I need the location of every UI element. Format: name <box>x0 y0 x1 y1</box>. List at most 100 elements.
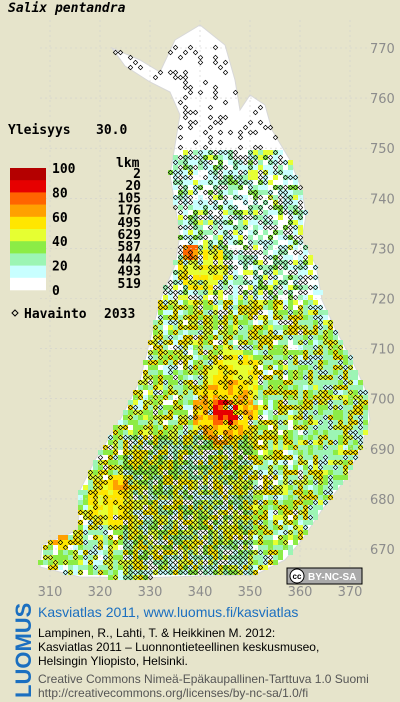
grid-cell <box>263 315 268 320</box>
observation-marker <box>282 319 289 326</box>
grid-cell <box>83 500 88 505</box>
grid-cell <box>278 380 283 385</box>
grid-cell <box>293 405 298 410</box>
grid-cell <box>163 465 168 470</box>
grid-cell <box>243 210 248 215</box>
observation-marker <box>207 539 214 546</box>
grid-cell <box>153 460 158 465</box>
grid-cell <box>308 475 313 480</box>
grid-cell <box>213 400 218 405</box>
observation-marker <box>212 444 219 451</box>
grid-cell <box>318 390 323 395</box>
observation-marker <box>212 184 219 191</box>
observation-marker <box>222 534 229 541</box>
grid-cell <box>308 400 313 405</box>
observation-marker <box>222 194 229 201</box>
observation-marker <box>232 439 239 446</box>
grid-cell <box>348 390 353 395</box>
grid-cell <box>133 575 138 580</box>
grid-cell <box>173 360 178 365</box>
grid-cell <box>183 335 188 340</box>
observation-marker <box>212 334 219 341</box>
observation-marker <box>197 459 204 466</box>
grid-cell <box>198 315 203 320</box>
grid-cell <box>338 400 343 405</box>
grid-cell <box>208 180 213 185</box>
observation-marker <box>82 509 89 516</box>
observation-marker <box>167 384 174 391</box>
grid-cell <box>258 520 263 525</box>
grid-cell <box>128 460 133 465</box>
grid-cell <box>143 395 148 400</box>
observation-marker <box>292 374 299 381</box>
grid-cell <box>253 430 258 435</box>
grid-cell <box>148 360 153 365</box>
observation-marker <box>167 544 174 551</box>
grid-cell <box>258 555 263 560</box>
grid-cell <box>188 240 193 245</box>
grid-cell <box>163 415 168 420</box>
grid-cell <box>153 345 158 350</box>
observation-marker <box>142 524 149 531</box>
grid-cell <box>183 285 188 290</box>
grid-cell <box>183 300 188 305</box>
grid-cell <box>248 395 253 400</box>
grid-cell <box>248 325 253 330</box>
observation-marker <box>287 214 294 221</box>
observation-marker <box>257 304 264 311</box>
grid-cell <box>213 450 218 455</box>
observation-marker <box>122 484 129 491</box>
grid-cell <box>268 305 273 310</box>
observation-marker <box>182 564 189 571</box>
grid-cell <box>118 510 123 515</box>
grid-cell <box>343 380 348 385</box>
grid-cell <box>333 425 338 430</box>
grid-cell <box>108 450 113 455</box>
observation-marker <box>122 549 129 556</box>
grid-cell <box>328 410 333 415</box>
grid-cell <box>128 570 133 575</box>
observation-marker <box>312 399 319 406</box>
observation-marker <box>272 434 279 441</box>
grid-cell <box>248 375 253 380</box>
grid-cell <box>283 465 288 470</box>
observation-marker <box>172 349 179 356</box>
observation-marker <box>147 549 154 556</box>
grid-cell <box>138 405 143 410</box>
grid-cell <box>253 460 258 465</box>
grid-cell <box>308 435 313 440</box>
grid-cell <box>223 465 228 470</box>
grid-cell <box>308 405 313 410</box>
observation-marker <box>92 489 99 496</box>
observation-marker <box>192 504 199 511</box>
grid-cell <box>88 510 93 515</box>
grid-cell <box>58 560 63 565</box>
observation-marker <box>207 409 214 416</box>
grid-cell <box>198 400 203 405</box>
grid-cell <box>248 170 253 175</box>
grid-cell <box>263 475 268 480</box>
grid-cell <box>228 460 233 465</box>
observation-marker <box>232 454 239 461</box>
grid-cell <box>343 465 348 470</box>
grid-cell <box>183 340 188 345</box>
grid-cell <box>288 310 293 315</box>
grid-cell <box>178 565 183 570</box>
grid-cell <box>168 480 173 485</box>
grid-cell <box>238 260 243 265</box>
observation-marker <box>212 439 219 446</box>
grid-cell <box>278 445 283 450</box>
observation-marker <box>217 164 224 171</box>
grid-cell <box>288 380 293 385</box>
observation-marker <box>297 469 304 476</box>
grid-cell <box>203 400 208 405</box>
observation-marker <box>222 324 229 331</box>
grid-cell <box>163 525 168 530</box>
observation-marker <box>287 439 294 446</box>
observation-marker <box>287 519 294 526</box>
grid-cell <box>288 185 293 190</box>
observation-marker <box>157 549 164 556</box>
observation-marker <box>132 549 139 556</box>
observation-marker <box>272 159 279 166</box>
observation-marker <box>142 484 149 491</box>
